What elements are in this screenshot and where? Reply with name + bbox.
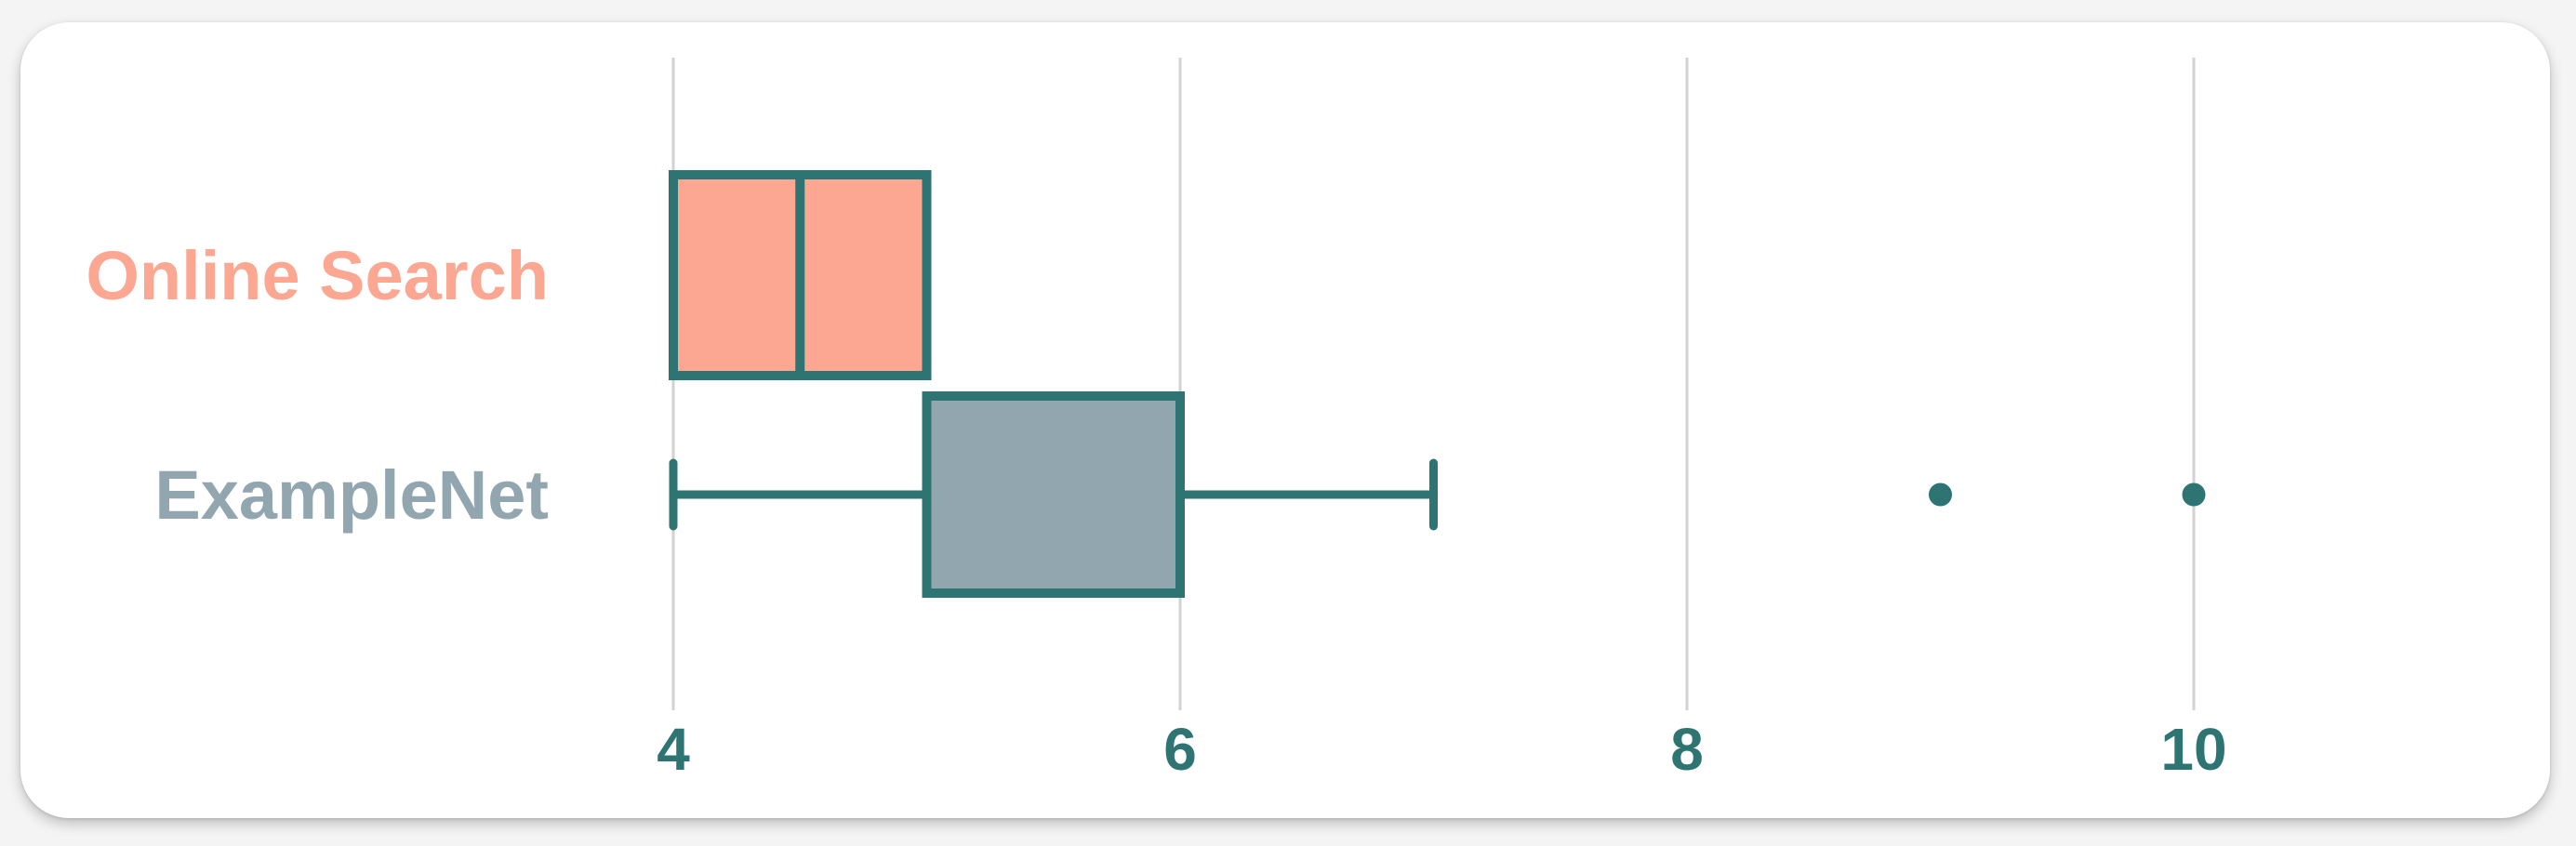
tick-label-layer: 4 6 8 10 xyxy=(657,716,2226,783)
box-layer xyxy=(669,170,2206,598)
category-label-online-search: Online Search xyxy=(86,237,549,314)
grid-layer xyxy=(671,58,2196,710)
x-tick-label-6: 6 xyxy=(1163,716,1197,783)
chart-card xyxy=(20,22,2550,818)
category-label-examplenet: ExampleNet xyxy=(154,456,549,534)
x-tick-label-8: 8 xyxy=(1670,716,1704,783)
x-tick-label-4: 4 xyxy=(657,716,690,783)
label-layer: Online Search ExampleNet xyxy=(86,237,549,534)
outlier-point-examplenet-0 xyxy=(1929,482,1952,507)
outlier-point-examplenet-1 xyxy=(2182,482,2206,507)
box-examplenet xyxy=(922,391,1185,598)
x-tick-label-10: 10 xyxy=(2160,716,2226,783)
